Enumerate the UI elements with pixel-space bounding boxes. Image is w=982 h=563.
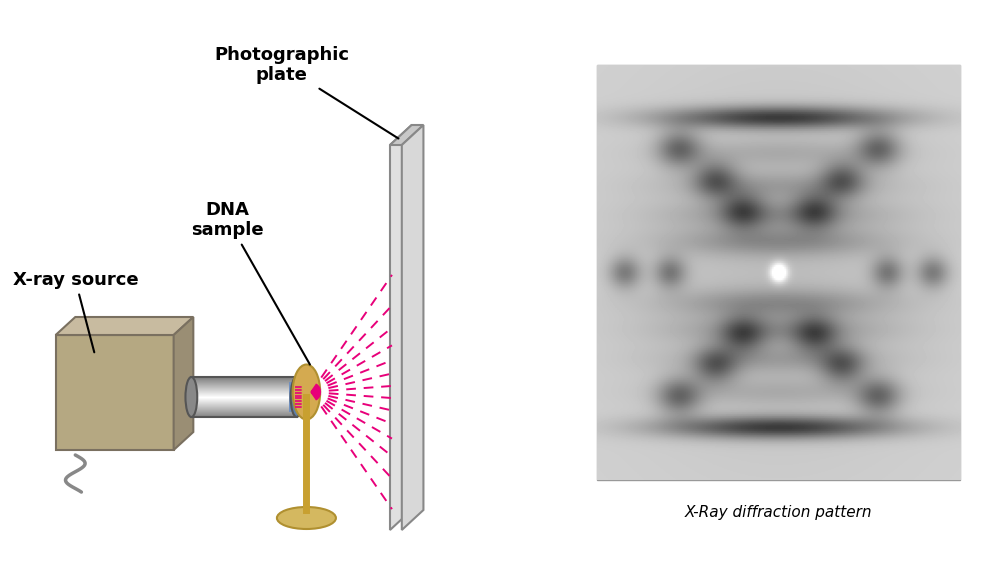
Bar <box>191 397 297 398</box>
Bar <box>191 406 297 407</box>
Bar <box>191 391 297 392</box>
Bar <box>191 410 297 411</box>
Bar <box>191 404 297 405</box>
Bar <box>191 394 297 395</box>
Bar <box>191 386 297 387</box>
Bar <box>191 378 297 379</box>
Bar <box>191 403 297 404</box>
Bar <box>191 400 297 401</box>
Bar <box>191 407 297 408</box>
Ellipse shape <box>277 507 336 529</box>
Bar <box>191 385 297 386</box>
Bar <box>596 65 960 480</box>
Bar <box>191 381 297 382</box>
Bar <box>191 402 297 403</box>
Ellipse shape <box>186 377 197 417</box>
Bar <box>191 390 297 391</box>
Bar <box>191 409 297 410</box>
Polygon shape <box>390 125 411 530</box>
Bar <box>191 387 297 388</box>
Text: X-Ray diffraction pattern: X-Ray diffraction pattern <box>684 505 872 520</box>
Bar <box>191 412 297 413</box>
Bar <box>191 379 297 380</box>
Bar <box>191 382 297 383</box>
Bar <box>191 413 297 414</box>
Bar <box>191 384 297 385</box>
Bar <box>191 414 297 415</box>
Polygon shape <box>174 317 193 450</box>
Ellipse shape <box>291 377 302 417</box>
Polygon shape <box>402 125 423 530</box>
Bar <box>191 398 297 399</box>
Bar <box>191 399 297 400</box>
Bar <box>191 392 297 393</box>
Bar <box>191 401 297 402</box>
Bar <box>191 396 297 397</box>
Bar <box>191 405 297 406</box>
Polygon shape <box>56 317 193 335</box>
Bar <box>191 377 297 378</box>
Bar <box>191 383 297 384</box>
Text: X-ray source: X-ray source <box>13 271 138 352</box>
Ellipse shape <box>293 364 320 419</box>
Bar <box>191 388 297 389</box>
Bar <box>191 395 297 396</box>
Bar <box>191 380 297 381</box>
Bar <box>191 393 297 394</box>
Bar <box>191 389 297 390</box>
FancyBboxPatch shape <box>56 335 174 450</box>
Bar <box>289 382 297 412</box>
Bar <box>191 415 297 416</box>
Bar <box>191 411 297 412</box>
Bar <box>191 408 297 409</box>
Text: DNA
sample: DNA sample <box>191 200 310 365</box>
Bar <box>191 377 297 417</box>
Polygon shape <box>390 125 423 145</box>
Text: Photographic
plate: Photographic plate <box>214 46 399 138</box>
Bar <box>191 416 297 417</box>
